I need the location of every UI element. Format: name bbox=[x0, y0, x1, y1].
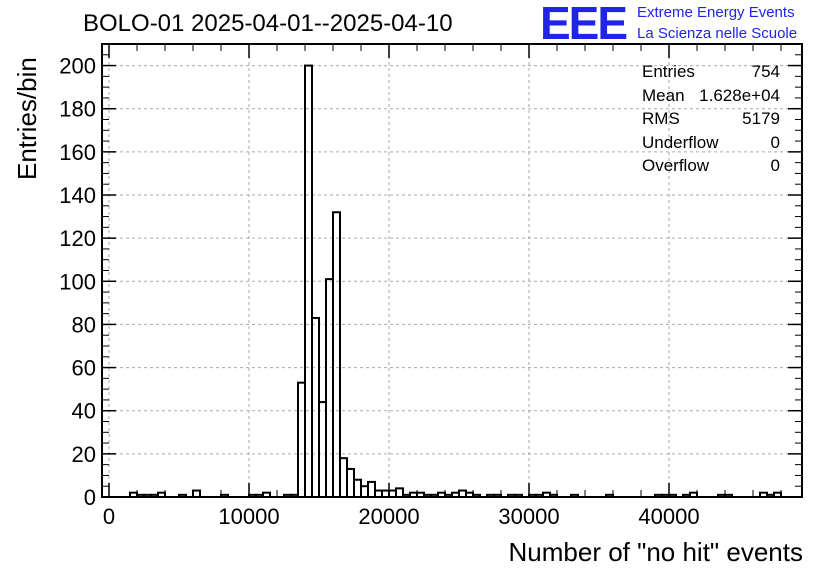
y-tick-label: 160 bbox=[59, 140, 96, 165]
stats-box: Entries 754 Mean 1.628e+04 RMS 5179 Unde… bbox=[640, 60, 780, 178]
x-tick-label: 40000 bbox=[638, 504, 699, 529]
y-tick-label: 100 bbox=[59, 269, 96, 294]
stat-value: 1.628e+04 bbox=[699, 85, 780, 105]
histogram-bin bbox=[297, 381, 306, 498]
stat-row-underflow: Underflow 0 bbox=[640, 131, 780, 155]
y-tick-label: 0 bbox=[84, 485, 96, 510]
stat-key: RMS bbox=[642, 109, 680, 128]
x-axis-label: Number of "no hit" events bbox=[508, 537, 804, 567]
x-tick-label: 0 bbox=[103, 504, 115, 529]
histogram-bin bbox=[318, 401, 327, 499]
histogram-bin bbox=[395, 487, 404, 499]
y-tick-label: 200 bbox=[59, 54, 96, 79]
histogram-bin bbox=[367, 480, 376, 498]
y-tick-label: 40 bbox=[72, 399, 96, 424]
histogram-bin bbox=[339, 457, 348, 498]
stat-key: Overflow bbox=[642, 156, 710, 175]
x-tick-label: 20000 bbox=[358, 504, 419, 529]
stat-key: Underflow bbox=[642, 132, 719, 152]
histogram-bin bbox=[353, 478, 362, 499]
stat-row-mean: Mean 1.628e+04 bbox=[640, 84, 780, 108]
stat-row-rms: RMS 5179 bbox=[640, 107, 780, 131]
stat-row-overflow: Overflow 0 bbox=[640, 154, 780, 178]
stat-value: 0 bbox=[770, 156, 780, 175]
eee-logo-mark: EEE bbox=[540, 0, 628, 49]
stat-key: Entries bbox=[642, 62, 695, 81]
y-tick-label: 180 bbox=[59, 97, 96, 122]
grid-lines bbox=[102, 44, 802, 497]
stat-value: 5179 bbox=[742, 109, 780, 128]
stat-value: 0 bbox=[770, 132, 780, 152]
y-tick-label: 140 bbox=[59, 183, 96, 208]
stat-key: Mean bbox=[642, 85, 685, 105]
y-tick-label: 120 bbox=[59, 226, 96, 251]
x-tick-label: 30000 bbox=[498, 504, 559, 529]
y-axis-label: Entries/bin bbox=[12, 57, 42, 180]
y-tick-label: 60 bbox=[72, 356, 96, 381]
stat-value: 754 bbox=[751, 62, 780, 81]
y-tick-label: 20 bbox=[72, 442, 96, 467]
logo-line-2: La Scienza nelle Scuole bbox=[637, 25, 798, 42]
histogram-bin bbox=[325, 278, 334, 498]
x-tick-label: 10000 bbox=[218, 504, 279, 529]
logo-line-1: Extreme Energy Events bbox=[637, 4, 795, 21]
histogram-bin bbox=[346, 467, 355, 499]
histogram-bin bbox=[311, 316, 320, 499]
histogram-bin bbox=[360, 485, 369, 499]
chart-title: BOLO-01 2025-04-01--2025-04-10 bbox=[83, 10, 453, 37]
y-tick-label: 80 bbox=[72, 312, 96, 337]
axis-ticks: 0 20 40 60 80 100 120 140 160 180 200 0 10000 20000 30… bbox=[59, 43, 802, 529]
stat-row-entries: Entries 754 bbox=[640, 60, 780, 84]
